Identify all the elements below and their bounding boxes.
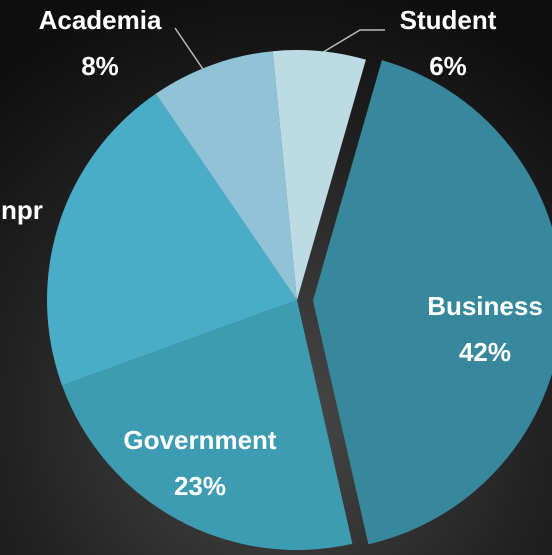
pie-slice (155, 51, 297, 301)
slice-label: Student (400, 5, 497, 35)
slice-label: Business (427, 291, 543, 321)
pie-slice (312, 60, 552, 545)
pie-slice (272, 50, 366, 301)
pie-slice (46, 93, 297, 386)
value-label: 8% (81, 51, 119, 81)
leader-line (174, 27, 208, 76)
value-label: 23% (174, 471, 226, 501)
slice-label: npr (1, 195, 43, 225)
leader-line (314, 29, 385, 58)
slice-label: Government (123, 425, 276, 455)
value-label: 42% (459, 337, 511, 367)
pie-slice (62, 300, 353, 550)
value-label: 6% (429, 51, 467, 81)
slice-label: Academia (39, 5, 162, 35)
